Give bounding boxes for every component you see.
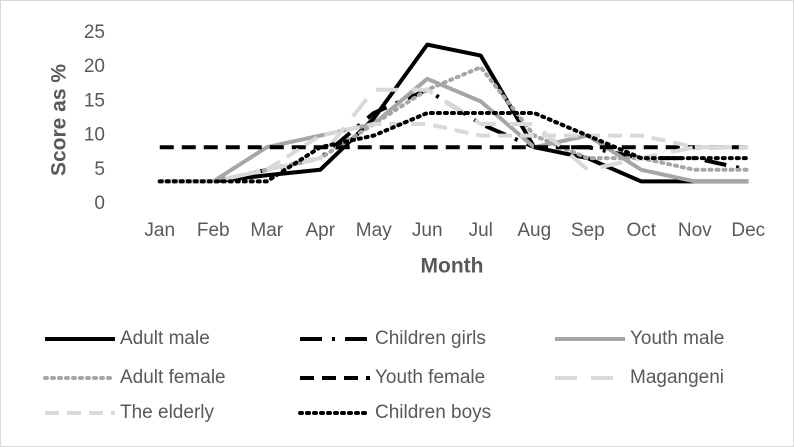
legend-label: Adult female <box>120 367 226 388</box>
x-tick-label: Oct <box>626 220 656 241</box>
y-axis-title: Score as % <box>48 64 71 176</box>
legend-label: Adult male <box>120 328 210 349</box>
x-tick-label: Sep <box>571 220 605 241</box>
x-tick-label: Apr <box>305 220 335 241</box>
series-line <box>159 42 749 184</box>
legend-label: Children girls <box>375 328 486 349</box>
x-tick-label: Nov <box>678 220 712 241</box>
x-tick-label: Jan <box>144 220 175 241</box>
x-tick-label: Mar <box>250 220 283 241</box>
x-tick-label: Aug <box>517 220 551 241</box>
y-tick-label: 5 <box>94 159 105 180</box>
series-line <box>157 111 751 184</box>
y-tick-label: 20 <box>84 56 105 77</box>
x-tick-label: Jul <box>469 220 493 241</box>
series-line <box>159 76 749 184</box>
y-tick-label: 0 <box>94 193 105 214</box>
y-tick-label: 25 <box>84 22 105 43</box>
legend-label: The elderly <box>120 402 214 423</box>
x-tick-label: Jun <box>412 220 443 241</box>
legend-label: Youth male <box>630 328 724 349</box>
x-tick-label: May <box>356 220 392 241</box>
x-tick-label: Feb <box>197 220 230 241</box>
y-tick-label: 15 <box>84 90 105 111</box>
y-tick-label: 10 <box>84 125 105 146</box>
series-line <box>159 87 749 184</box>
series-line <box>159 121 749 184</box>
legend-label: Magangeni <box>630 367 724 388</box>
legend-label: Youth female <box>375 367 485 388</box>
legend-label: Children boys <box>375 402 491 423</box>
x-axis-title: Month <box>421 255 484 278</box>
x-tick-label: Dec <box>731 220 765 241</box>
